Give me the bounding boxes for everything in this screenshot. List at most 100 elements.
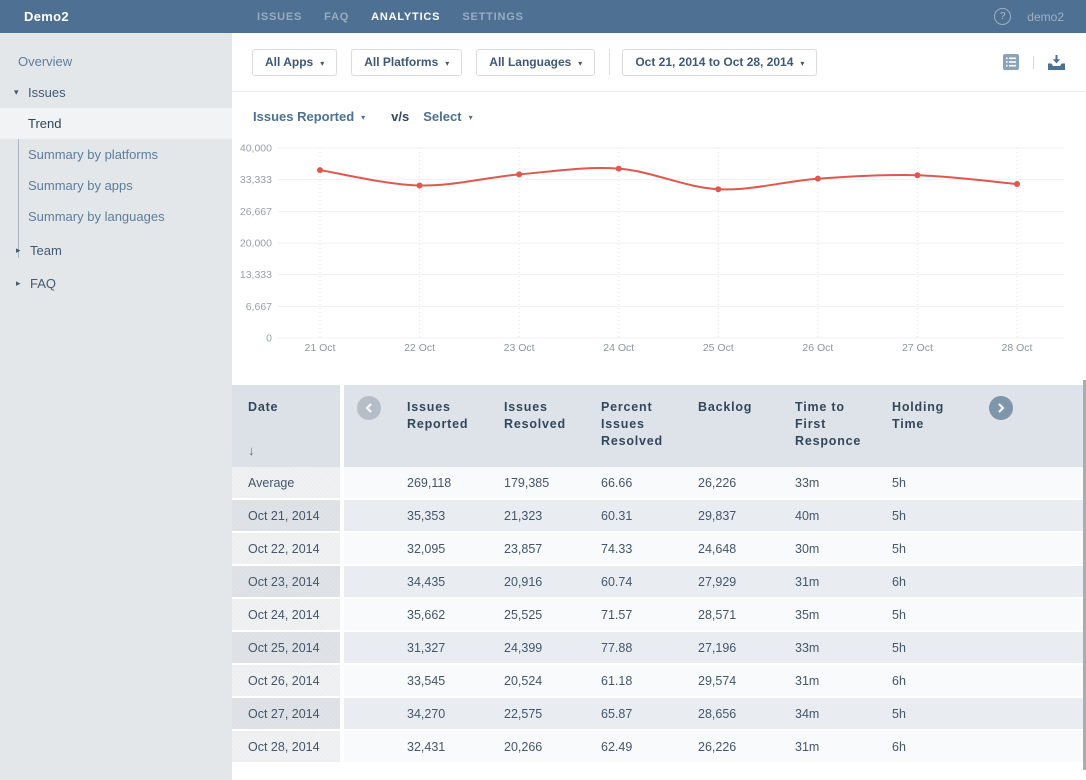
date-column-header[interactable]: Date ↓ bbox=[232, 385, 340, 467]
table-cell: 61.18 bbox=[601, 673, 633, 688]
column-label[interactable]: Issues Reported bbox=[407, 400, 469, 431]
y-tick-label: 33,333 bbox=[240, 174, 272, 186]
table-cell: 35m bbox=[795, 607, 820, 622]
table-cell: 28,656 bbox=[698, 706, 737, 721]
value-cells: 31,327 24,399 77.88 27,196 33m 5h bbox=[344, 632, 1086, 665]
date-range-label: Oct 21, 2014 to Oct 28, 2014 bbox=[635, 55, 794, 69]
value-cells: 269,118 179,385 66.66 26,226 33m 5h bbox=[344, 467, 1086, 500]
nav-tab-issues[interactable]: ISSUES bbox=[257, 10, 303, 23]
table-cell: 33m bbox=[795, 475, 820, 490]
scroll-columns-left-button[interactable] bbox=[357, 396, 381, 420]
sidebar-item-summary-languages[interactable]: Summary by languages bbox=[0, 201, 232, 232]
account-menu[interactable]: demo2 bbox=[1027, 9, 1064, 24]
trend-line-chart: 0 6,667 13,333 20,000 26,667 33,333 40,000 21 O… bbox=[240, 143, 1064, 354]
apps-filter-label: All Apps bbox=[265, 55, 314, 69]
trend-line bbox=[319, 166, 1018, 191]
date-cell: Oct 26, 2014 bbox=[232, 665, 340, 698]
chart-controls: Issues Reported ▾ v/s Select ▾ bbox=[232, 92, 1086, 140]
metrics-table: Date ↓ Issues Reported Issues Resolved P… bbox=[232, 385, 1086, 764]
table-cell: 28,571 bbox=[698, 607, 737, 622]
sidebar-item-issues[interactable]: ▾ Issues bbox=[0, 77, 232, 108]
table-view-icon[interactable] bbox=[1002, 53, 1020, 71]
x-tick-label: 22 Oct bbox=[404, 342, 435, 354]
table-cell: 22,575 bbox=[504, 706, 543, 721]
sidebar-item-label: Team bbox=[30, 243, 62, 258]
y-tick-label: 0 bbox=[266, 333, 272, 345]
sidebar-item-summary-platforms[interactable]: Summary by platforms bbox=[0, 139, 232, 170]
nav-tabs: ISSUES FAQ ANALYTICS SETTINGS bbox=[257, 0, 524, 33]
table-row: Oct 24, 2014 35,662 25,525 71.57 28,571 35m 5h bbox=[232, 599, 1086, 632]
x-tick-label: 24 Oct bbox=[603, 342, 634, 354]
x-tick-label: 28 Oct bbox=[1002, 342, 1033, 354]
sidebar-item-trend[interactable]: Trend bbox=[0, 108, 232, 139]
data-point bbox=[516, 171, 523, 178]
table-cell: 6h bbox=[892, 739, 906, 754]
table-cell: 30m bbox=[795, 541, 820, 556]
data-point bbox=[317, 167, 323, 174]
sidebar-item-team[interactable]: ▸ Team bbox=[0, 235, 232, 266]
date-cell: Oct 28, 2014 bbox=[232, 731, 340, 764]
sort-desc-icon[interactable]: ↓ bbox=[248, 443, 255, 458]
column-label[interactable]: Percent Issues Resolved bbox=[601, 400, 663, 448]
apps-filter-dropdown[interactable]: All Apps ▾ bbox=[252, 48, 338, 76]
table-cell: 62.49 bbox=[601, 739, 633, 754]
compare-dropdown[interactable]: Select ▾ bbox=[423, 109, 472, 124]
x-tick-label: 25 Oct bbox=[703, 342, 734, 354]
data-point bbox=[416, 182, 423, 189]
table-cell: 31,327 bbox=[407, 640, 446, 655]
table-cell: 20,524 bbox=[504, 673, 543, 688]
column-label[interactable]: Time to First Responce bbox=[795, 400, 862, 448]
languages-filter-dropdown[interactable]: All Languages ▾ bbox=[476, 48, 596, 76]
table-cell: 60.74 bbox=[601, 574, 633, 589]
y-tick-label: 26,667 bbox=[240, 206, 272, 218]
sidebar-item-overview[interactable]: Overview bbox=[0, 46, 232, 77]
divider bbox=[340, 533, 344, 566]
date-range-picker[interactable]: Oct 21, 2014 to Oct 28, 2014 ▾ bbox=[622, 48, 818, 76]
languages-filter-label: All Languages bbox=[489, 55, 572, 69]
x-tick-label: 27 Oct bbox=[902, 342, 933, 354]
table-cell: 24,399 bbox=[504, 640, 543, 655]
column-label[interactable]: Issues Resolved bbox=[504, 400, 566, 431]
sidebar-item-summary-apps[interactable]: Summary by apps bbox=[0, 170, 232, 201]
table-cell: 29,837 bbox=[698, 508, 737, 523]
chevron-down-icon: ▾ bbox=[320, 58, 325, 68]
table-row: Oct 26, 2014 33,545 20,524 61.18 29,574 31m 6h bbox=[232, 665, 1086, 698]
sidebar-item-label: FAQ bbox=[30, 276, 57, 291]
platforms-filter-label: All Platforms bbox=[364, 55, 439, 69]
download-icon[interactable] bbox=[1047, 54, 1066, 71]
main-content: All Apps ▾ All Platforms ▾ All Languages… bbox=[232, 33, 1086, 780]
date-cell: Oct 24, 2014 bbox=[232, 599, 340, 632]
sidebar-item-faq[interactable]: ▸ FAQ bbox=[0, 268, 232, 299]
table-cell: 25,525 bbox=[504, 607, 543, 622]
column-label[interactable]: Backlog bbox=[698, 400, 753, 414]
date-cell: Oct 25, 2014 bbox=[232, 632, 340, 665]
nav-tab-analytics[interactable]: ANALYTICS bbox=[371, 10, 441, 23]
table-cell: 6h bbox=[892, 673, 906, 688]
scrollbar[interactable] bbox=[1083, 380, 1086, 770]
metric-dropdown[interactable]: Issues Reported ▾ bbox=[253, 109, 365, 124]
divider bbox=[340, 731, 344, 764]
table-cell: 60.31 bbox=[601, 508, 633, 523]
help-icon[interactable]: ? bbox=[994, 8, 1012, 25]
nav-tab-faq[interactable]: FAQ bbox=[324, 10, 350, 23]
chevron-down-icon: ▾ bbox=[445, 58, 450, 68]
value-cells: 35,353 21,323 60.31 29,837 40m 5h bbox=[344, 500, 1086, 533]
table-cell: 5h bbox=[892, 541, 906, 556]
date-cell: Average bbox=[232, 467, 340, 500]
table-cell: 34,435 bbox=[407, 574, 446, 589]
column-label[interactable]: Holding Time bbox=[892, 400, 945, 431]
nav-tab-settings[interactable]: SETTINGS bbox=[462, 10, 524, 23]
table-cell: 26,226 bbox=[698, 739, 737, 754]
app-brand[interactable]: Demo2 bbox=[24, 9, 69, 24]
value-cells: 35,662 25,525 71.57 28,571 35m 5h bbox=[344, 599, 1086, 632]
table-cell: 27,196 bbox=[698, 640, 737, 655]
table-row: Oct 21, 2014 35,353 21,323 60.31 29,837 40m 5h bbox=[232, 500, 1086, 533]
platforms-filter-dropdown[interactable]: All Platforms ▾ bbox=[351, 48, 463, 76]
compare-label: Select bbox=[423, 108, 462, 124]
y-tick-label: 13,333 bbox=[240, 269, 272, 281]
data-point bbox=[814, 175, 821, 182]
y-tick-label: 40,000 bbox=[240, 143, 272, 155]
chevron-down-icon: ▾ bbox=[800, 58, 805, 68]
scroll-columns-right-button[interactable] bbox=[989, 396, 1013, 420]
y-tick-label: 20,000 bbox=[240, 238, 272, 250]
